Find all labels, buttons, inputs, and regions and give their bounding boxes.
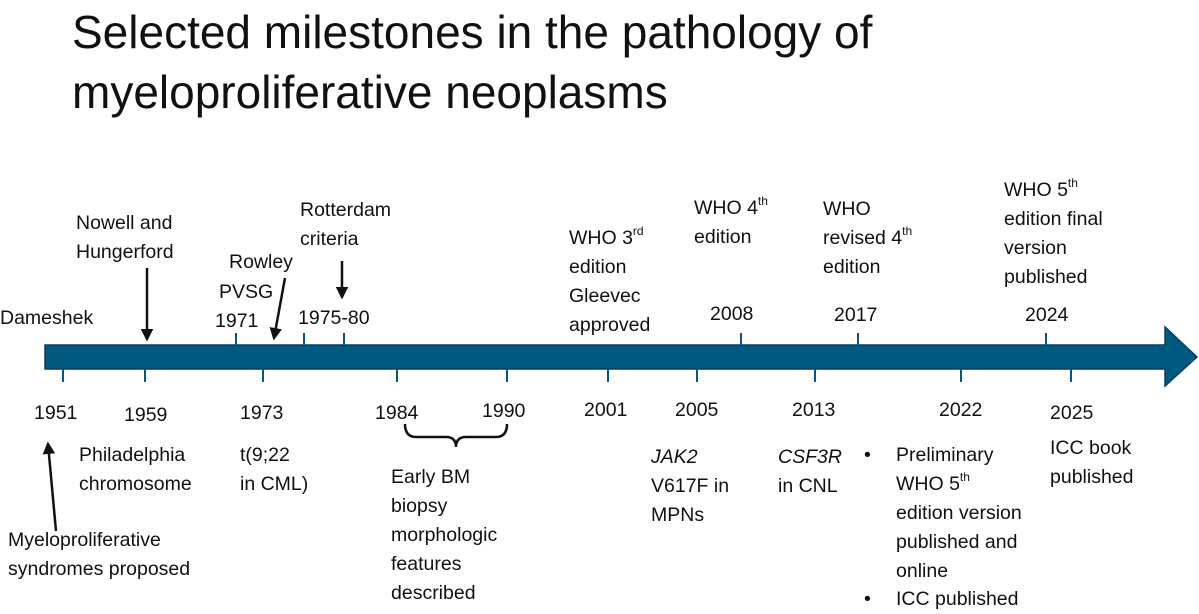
label-dameshek: Dameshek xyxy=(0,307,94,329)
year-2013: 2013 xyxy=(792,399,836,421)
year-1959: 1959 xyxy=(124,404,168,426)
year-2025: 2025 xyxy=(1050,402,1094,424)
arrow-rowley xyxy=(269,277,287,341)
year-2005: 2005 xyxy=(675,399,719,421)
label-early-bm-biopsy: Early BM biopsy morphologic features des… xyxy=(391,466,498,604)
label-1975-80: 1975-80 xyxy=(298,307,370,329)
timeline-arrow xyxy=(44,325,1199,388)
label-jak2: JAK2 V617F in MPNs xyxy=(651,446,730,526)
year-2001: 2001 xyxy=(584,399,628,421)
label-who-3rd-gleevec: WHO 3rd edition Gleevec approved xyxy=(569,224,651,336)
label-who-5th-final: WHO 5th edition final version published xyxy=(1004,176,1103,288)
label-who-4th: WHO 4th edition xyxy=(694,194,768,248)
year-2022: 2022 xyxy=(939,399,983,421)
label-myeloproliferative-syndromes: Myeloproliferative syndromes proposed xyxy=(8,529,191,580)
label-philadelphia-chromosome: Philadelphia chromosome xyxy=(79,444,192,495)
label-2024: 2024 xyxy=(1025,304,1069,326)
label-pvsg: PVSG xyxy=(219,281,274,303)
label-icc-published: ICC published xyxy=(896,588,1019,610)
label-2017: 2017 xyxy=(834,304,878,326)
label-rowley: Rowley xyxy=(229,251,293,273)
label-1971: 1971 xyxy=(215,310,259,332)
label-t922-cml: t(9;22 in CML) xyxy=(240,444,309,495)
arrow-myelo xyxy=(42,441,58,532)
label-preliminary-who-5th: Preliminary WHO 5th edition version publ… xyxy=(896,444,1022,582)
year-1990: 1990 xyxy=(482,400,526,422)
label-icc-book: ICC book published xyxy=(1050,437,1134,488)
label-csf3r: CSF3R in CNL xyxy=(778,446,842,497)
title-line-2: myeloproliferative neoplasms xyxy=(72,66,668,118)
bullet-2: • xyxy=(864,588,871,610)
year-1951: 1951 xyxy=(34,402,78,424)
page-title: Selected milestones in the pathology of … xyxy=(72,2,1172,122)
title-line-1: Selected milestones in the pathology of xyxy=(72,6,873,58)
label-rotterdam-criteria: Rotterdam criteria xyxy=(300,199,392,250)
label-nowell-hungerford: Nowell and Hungerford xyxy=(76,212,174,263)
year-1973: 1973 xyxy=(240,402,284,424)
label-2008: 2008 xyxy=(710,303,754,325)
year-1984: 1984 xyxy=(375,402,419,424)
brace-1984-1990 xyxy=(403,423,509,448)
bullet-1: • xyxy=(864,444,871,466)
label-who-revised-4th: WHO revised 4th edition xyxy=(823,198,913,278)
